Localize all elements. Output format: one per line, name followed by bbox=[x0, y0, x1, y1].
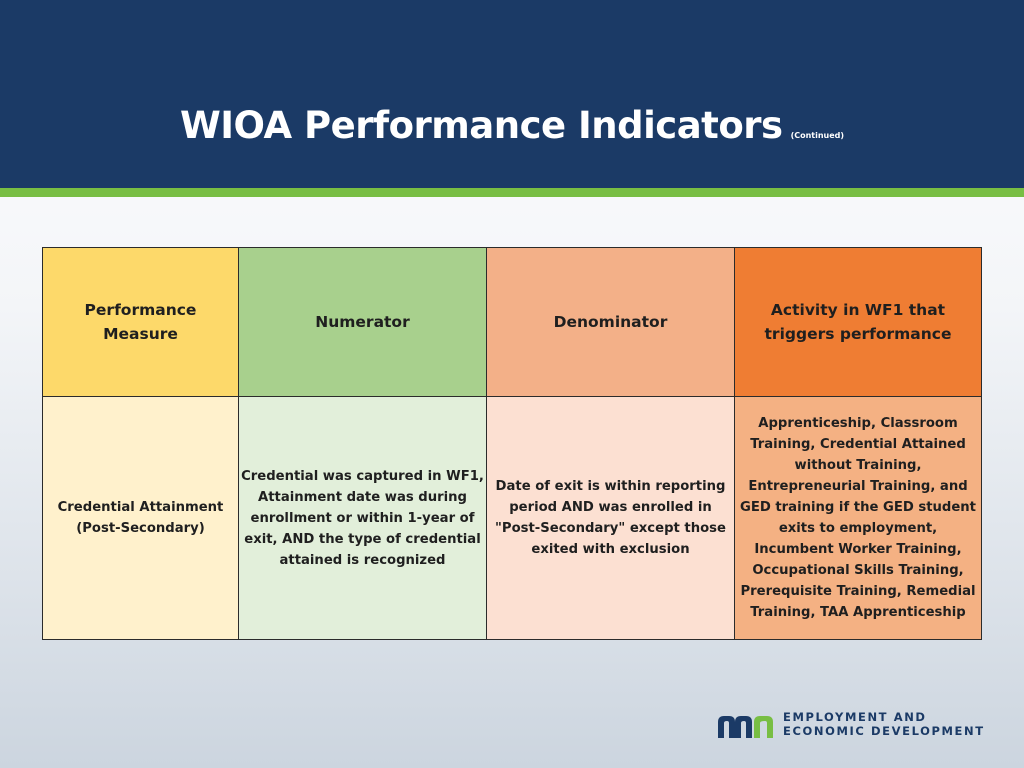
logo-line-1: EMPLOYMENT AND bbox=[783, 710, 927, 724]
header-denominator: Denominator bbox=[486, 247, 735, 397]
logo-wordmark: EMPLOYMENT AND ECONOMIC DEVELOPMENT bbox=[783, 710, 996, 738]
cell-measure: Credential Attainment (Post-Secondary) bbox=[42, 396, 239, 640]
table-row: Credential Attainment (Post-Secondary) C… bbox=[42, 396, 982, 640]
cell-activity: Apprenticeship, Classroom Training, Cred… bbox=[734, 396, 982, 640]
slide-title: WIOA Performance Indicators bbox=[179, 104, 783, 147]
cell-denominator: Date of exit is within reporting period … bbox=[486, 396, 735, 640]
logo-line-2: ECONOMIC DEVELOPMENT bbox=[783, 724, 985, 738]
cell-numerator: Credential was captured in WF1, Attainme… bbox=[238, 396, 487, 640]
title-block: WIOA Performance Indicators (Continued) bbox=[0, 104, 1024, 147]
header-numerator: Numerator bbox=[238, 247, 487, 397]
table-header-row: Performance Measure Numerator Denominato… bbox=[42, 247, 982, 397]
deed-logo: EMPLOYMENT AND ECONOMIC DEVELOPMENT bbox=[716, 710, 996, 740]
header-accent-stripe bbox=[0, 188, 1024, 197]
mn-logo-icon bbox=[718, 716, 773, 738]
slide-subtitle: (Continued) bbox=[790, 131, 845, 140]
header-performance-measure: Performance Measure bbox=[42, 247, 239, 397]
header-activity: Activity in WF1 that triggers performanc… bbox=[734, 247, 982, 397]
slide-header bbox=[0, 0, 1024, 188]
performance-table: Performance Measure Numerator Denominato… bbox=[42, 247, 982, 640]
